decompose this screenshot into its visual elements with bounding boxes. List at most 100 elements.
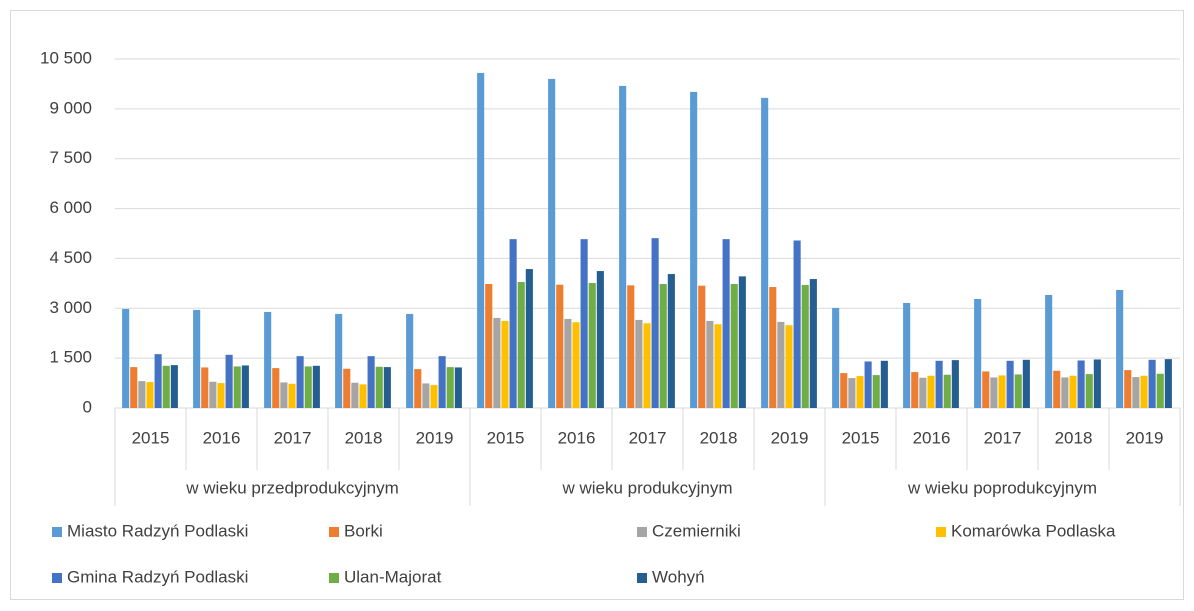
x-tick-label: 2018 (345, 428, 383, 447)
bar (840, 373, 848, 408)
group-label: w wieku przedprodukcyjnym (185, 478, 399, 497)
bar (943, 374, 951, 408)
bar (564, 318, 572, 408)
bar (903, 302, 911, 408)
x-tick-label: 2016 (203, 428, 241, 447)
bar (777, 321, 785, 408)
bar (280, 382, 288, 408)
bar (738, 276, 746, 408)
bar (848, 378, 856, 408)
x-tick-label: 2015 (842, 428, 880, 447)
bar (690, 91, 698, 409)
bar (596, 271, 604, 408)
bar (651, 238, 659, 408)
bar (264, 311, 272, 408)
bar (454, 367, 462, 408)
bar (414, 369, 422, 408)
bar (209, 381, 217, 408)
bar (359, 384, 367, 408)
bar (722, 239, 730, 408)
bar (580, 239, 588, 408)
bar (351, 382, 359, 408)
bar (1140, 375, 1148, 408)
legend-label: Ulan-Majorat (344, 567, 442, 586)
bar (864, 361, 872, 408)
bar (304, 366, 312, 408)
bar (375, 366, 383, 408)
bar (1132, 377, 1140, 408)
bar (627, 285, 635, 408)
legend-label: Miasto Radzyń Podlaski (67, 521, 248, 540)
bar (1164, 359, 1172, 408)
bar (122, 308, 130, 408)
bar (485, 284, 493, 408)
bar (635, 319, 643, 408)
bar (233, 366, 241, 408)
x-tick-label: 2017 (629, 428, 667, 447)
bar (288, 383, 296, 408)
bar (367, 356, 375, 408)
bar (1077, 360, 1085, 408)
group-label: w wieku produkcyjnym (561, 478, 732, 497)
bar (548, 78, 556, 408)
bar (296, 356, 304, 408)
bar (217, 383, 225, 408)
bar (225, 354, 233, 408)
bar (1053, 370, 1061, 408)
bar (438, 356, 446, 408)
bar (793, 240, 801, 408)
bar (667, 274, 675, 408)
bar (406, 313, 414, 408)
y-tick-label: 3 000 (49, 298, 92, 317)
bar (335, 313, 343, 408)
y-tick-label: 0 (83, 397, 92, 416)
bar (343, 368, 351, 408)
bar (383, 367, 391, 408)
bar (154, 354, 162, 408)
bar (588, 283, 596, 408)
bar (1022, 359, 1030, 408)
bar (809, 279, 817, 408)
legend-swatch (52, 573, 62, 583)
group-label: w wieku poprodukcyjnym (907, 478, 1097, 497)
bar (509, 239, 517, 408)
bar (1124, 370, 1132, 408)
bar (146, 382, 154, 408)
legend-label: Czemierniki (652, 521, 741, 540)
bar (911, 372, 919, 408)
bar (1093, 359, 1101, 408)
bar (1116, 290, 1124, 408)
x-tick-label: 2016 (913, 428, 951, 447)
y-tick-label: 7 500 (49, 148, 92, 167)
y-tick-label: 6 000 (49, 198, 92, 217)
bar (493, 317, 501, 408)
bar (982, 371, 990, 408)
bar (130, 367, 138, 408)
legend-swatch (329, 527, 339, 537)
bar (525, 269, 533, 408)
bar (138, 381, 146, 408)
bar (801, 285, 809, 408)
bar (761, 97, 769, 408)
legend-swatch (936, 527, 946, 537)
x-tick-label: 2018 (1055, 428, 1093, 447)
bar (572, 322, 580, 408)
legend-swatch (52, 527, 62, 537)
x-tick-label: 2018 (700, 428, 738, 447)
bar (446, 367, 454, 408)
bar (1085, 374, 1093, 408)
bar (1014, 374, 1022, 408)
bar (935, 360, 943, 408)
bar (312, 365, 320, 408)
bar (517, 282, 525, 408)
y-tick-label: 1 500 (49, 348, 92, 367)
bar (990, 377, 998, 408)
legend-swatch (637, 527, 647, 537)
bar (998, 375, 1006, 408)
bar (556, 284, 564, 408)
bar (1156, 373, 1164, 408)
x-tick-label: 2015 (132, 428, 170, 447)
bar (880, 360, 888, 408)
x-tick-label: 2019 (771, 428, 809, 447)
